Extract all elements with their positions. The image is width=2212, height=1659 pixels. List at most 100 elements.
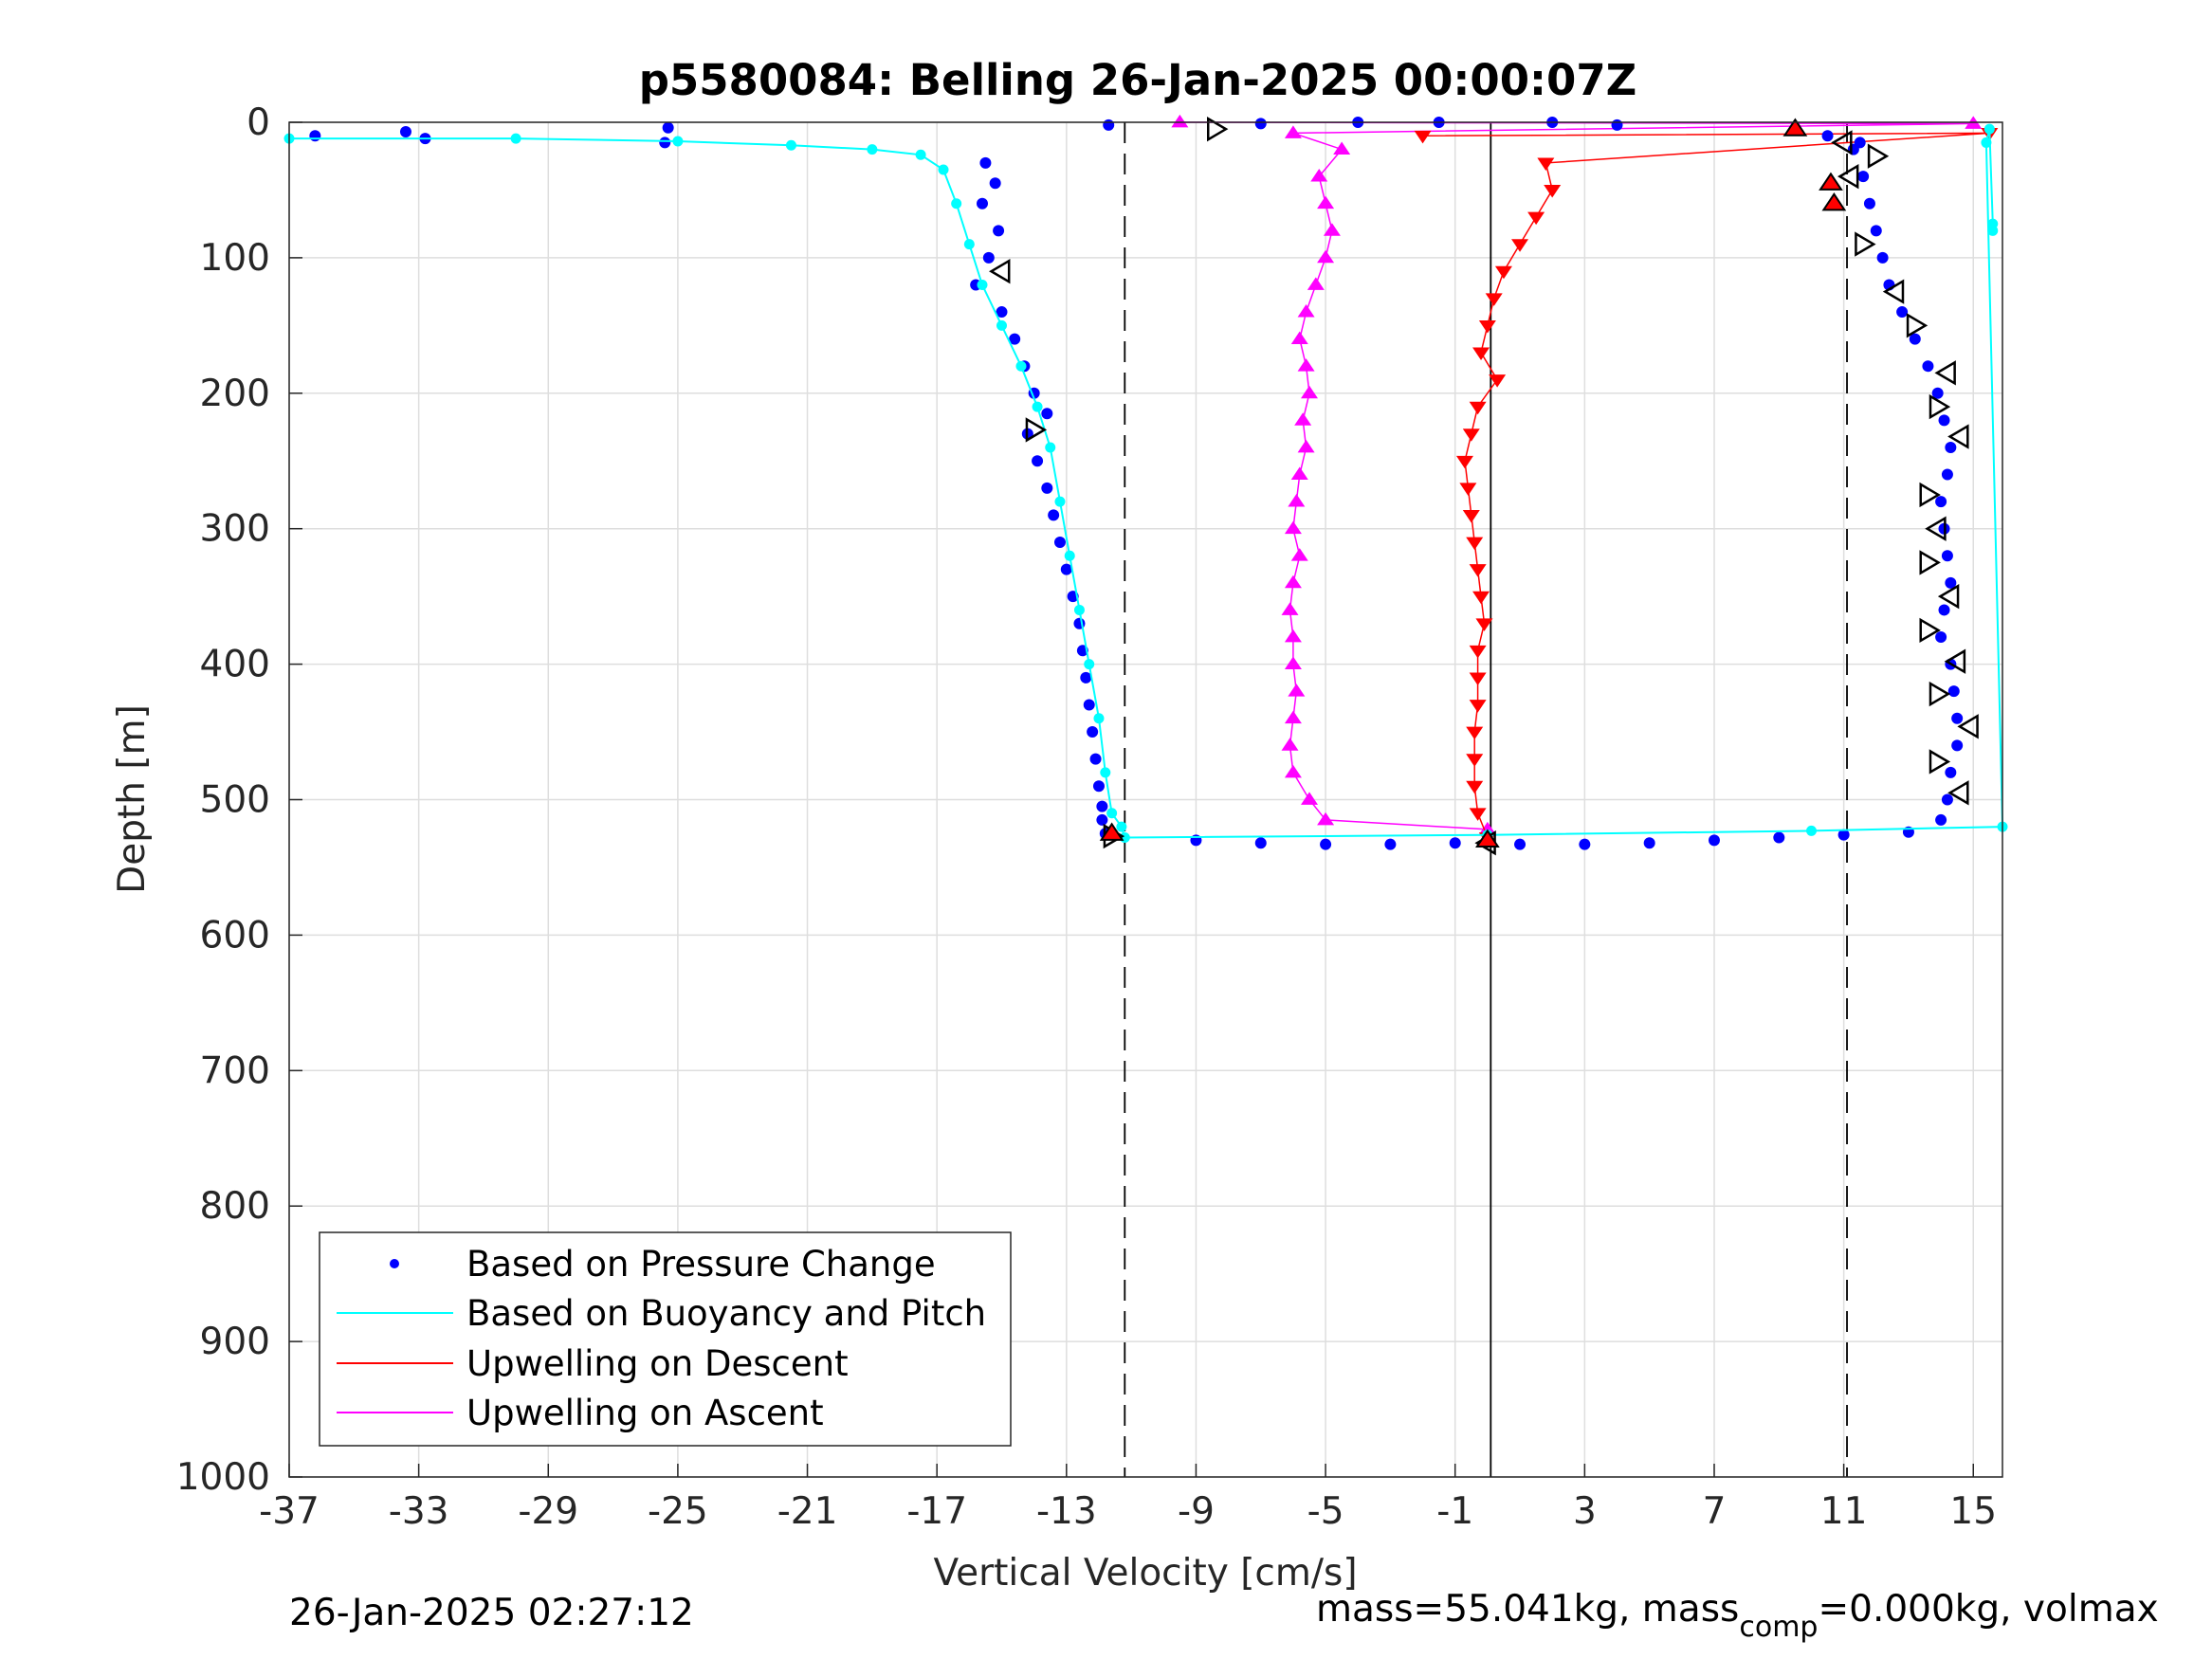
buoyancy-point	[1054, 496, 1066, 507]
legend-item-buoyancy: Based on Buoyancy and Pitch	[337, 1293, 986, 1334]
red-triangle-marker	[1099, 822, 1124, 841]
buoyancy-point	[938, 164, 949, 175]
ascent-upwelling-point	[1284, 629, 1302, 643]
ascent-upwelling-point	[1290, 548, 1308, 561]
descent-upwelling-point	[1489, 374, 1507, 388]
pressure-point	[1096, 800, 1108, 812]
legend: Based on Pressure Change Based on Buoyan…	[319, 1231, 1012, 1447]
x-tick-label: -9	[1178, 1490, 1215, 1533]
pressure-point	[1060, 563, 1072, 575]
x-tick-label: -37	[259, 1490, 320, 1533]
x-tick-label: -5	[1307, 1490, 1344, 1533]
pressure-point	[976, 197, 988, 210]
ascent-upwelling-point	[1317, 811, 1335, 826]
y-axis-label: Depth [m]	[111, 704, 154, 894]
buoyancy-point	[1093, 713, 1105, 724]
open-triangle-marker	[1934, 360, 1956, 386]
pressure-point	[1103, 118, 1115, 131]
buoyancy-point	[1015, 360, 1027, 372]
x-tick-label: -17	[906, 1490, 967, 1533]
open-triangle-marker	[989, 259, 1011, 284]
descent-upwelling-point	[1494, 265, 1512, 280]
descent-upwelling-point	[1466, 780, 1484, 794]
buoyancy-point	[977, 279, 988, 290]
ascent-upwelling-point	[1290, 331, 1308, 345]
open-triangle-marker	[1929, 749, 1951, 775]
ascent-upwelling-point	[1284, 520, 1302, 535]
pressure-point	[1935, 813, 1947, 826]
buoyancy-point	[510, 133, 521, 144]
y-tick-label: 800	[200, 1185, 270, 1228]
open-triangle-marker	[1882, 279, 1905, 304]
descent-upwelling-point	[1537, 157, 1555, 171]
buoyancy-point	[951, 198, 962, 210]
open-triangle-marker	[1925, 516, 1947, 541]
ascent-upwelling-point	[1284, 574, 1302, 589]
legend-item-pressure: Based on Pressure Change	[390, 1244, 936, 1285]
open-triangle-marker	[1919, 482, 1941, 508]
pressure-point	[1837, 829, 1850, 841]
open-triangle-marker	[1206, 116, 1229, 142]
open-triangle-marker	[1837, 163, 1859, 190]
open-triangle-marker	[1947, 424, 1969, 449]
x-tick-label: 3	[1573, 1490, 1597, 1533]
legend-label-ascent: Upwelling on Ascent	[466, 1393, 824, 1433]
buoyancy-point	[1045, 442, 1056, 453]
y-tick-label: 400	[200, 644, 270, 686]
descent-upwelling-point	[1478, 319, 1496, 334]
ascent-upwelling-point	[1281, 738, 1299, 751]
pressure-point	[1922, 360, 1934, 373]
descent-upwelling-point	[1472, 591, 1490, 605]
buoyancy-point	[1983, 123, 1995, 135]
y-tick-label: 200	[200, 373, 270, 415]
pressure-point	[1041, 408, 1053, 420]
pressure-point	[1773, 831, 1785, 844]
descent-upwelling-point	[1469, 672, 1487, 685]
pressure-point	[1941, 550, 1953, 562]
pressure-point	[662, 121, 674, 134]
buoyancy-point	[1073, 604, 1085, 615]
descent-upwelling-point	[1544, 185, 1562, 198]
pressure-point	[1938, 604, 1950, 616]
open-triangle-marker	[1937, 583, 1960, 610]
chart-title: p5580084: Belling 26-Jan-2025 00:00:07Z	[639, 55, 1637, 105]
buoyancy-point	[785, 139, 796, 151]
buoyancy-point	[963, 239, 975, 250]
open-triangle-marker	[1929, 393, 1951, 420]
legend-label-buoyancy: Based on Buoyancy and Pitch	[466, 1293, 986, 1334]
pressure-point	[979, 156, 992, 169]
pressure-point	[982, 251, 995, 264]
red-triangle-marker	[1782, 118, 1808, 137]
x-tick-label: -29	[518, 1490, 578, 1533]
open-triangle-marker	[1919, 550, 1941, 575]
pressure-point	[996, 306, 1008, 319]
footer-mass-suffix: =0.000kg, volmax	[1818, 1588, 2158, 1631]
pressure-point	[1870, 225, 1882, 237]
x-tick-label: -13	[1036, 1490, 1097, 1533]
pressure-point	[399, 126, 411, 138]
ascent-upwelling-point	[1478, 821, 1496, 835]
open-triangle-marker	[1025, 417, 1048, 443]
buoyancy-point	[915, 149, 926, 160]
pressure-point	[1254, 837, 1267, 849]
x-tick-label: 7	[1703, 1490, 1727, 1533]
pressure-point	[1935, 496, 1947, 508]
pressure-point	[659, 137, 671, 149]
x-tick-label: -21	[777, 1490, 838, 1533]
ascent-upwelling-point	[1317, 195, 1335, 210]
descent-upwelling-line	[1422, 132, 1990, 838]
ascent-upwelling-point	[1294, 412, 1312, 426]
pressure-point	[1096, 813, 1108, 826]
open-triangle-marker	[1919, 617, 1941, 644]
descent-upwelling-point	[1469, 645, 1487, 659]
pressure-point	[1876, 251, 1889, 264]
axes: -37 -33 -29 -25 -21 -17 -13 -9 -5 -1 3 7 11 150100200…	[176, 101, 2003, 1533]
legend-label-descent: Upwelling on Descent	[466, 1343, 849, 1384]
descent-upwelling-point	[1466, 726, 1484, 740]
ascent-upwelling-point	[1281, 602, 1299, 615]
buoyancy-point	[1981, 137, 1992, 148]
red-triangle-marker	[1475, 829, 1500, 848]
buoyancy-line	[289, 128, 2004, 839]
reference-lines	[1124, 122, 1848, 1477]
